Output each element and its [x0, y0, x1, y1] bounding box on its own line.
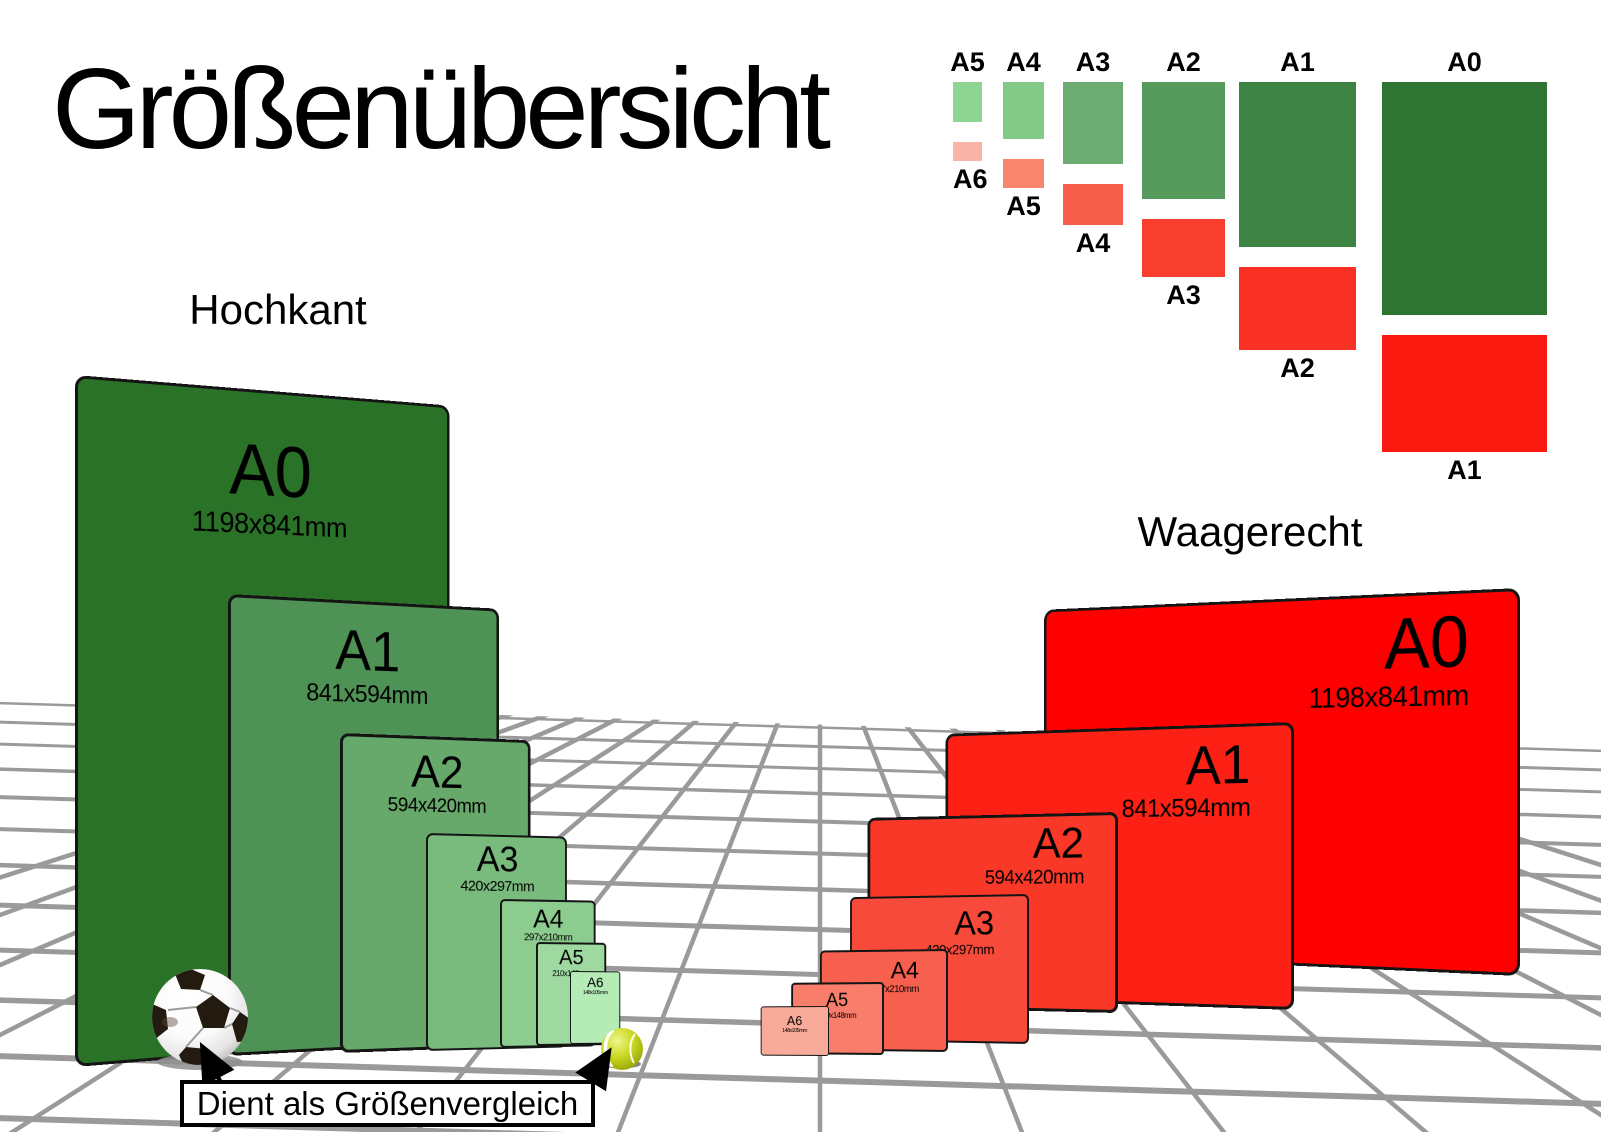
legend-portrait-label: A2 — [1166, 47, 1201, 77]
legend-landscape-swatch — [1003, 159, 1044, 188]
legend-landscape-swatch — [1382, 335, 1547, 452]
legend-column-a3: A3 A4 — [1063, 44, 1123, 259]
legend-portrait-swatch — [1239, 82, 1356, 247]
legend-portrait-swatch — [1063, 82, 1123, 164]
legend-portrait-swatch — [1142, 82, 1225, 199]
legend-portrait-label: A3 — [1075, 47, 1111, 77]
legend-portrait-label: A0 — [1447, 47, 1482, 77]
legend-portrait-swatch — [953, 82, 982, 122]
legend-landscape-swatch — [1239, 267, 1356, 350]
soccer-ball-icon — [152, 969, 248, 1065]
legend-landscape-label: A3 — [1166, 280, 1201, 310]
size-comparison-note-text: Dient als Größenvergleich — [196, 1084, 579, 1122]
size-comparison-note: Dient als Größenvergleich — [180, 1080, 595, 1127]
legend-column-a0: A0 A1 — [1382, 44, 1547, 486]
portrait-section-heading: Hochkant — [189, 286, 367, 333]
legend-landscape-label: A4 — [1075, 228, 1111, 258]
page-title: Größenübersicht — [52, 46, 831, 173]
legend-portrait-label: A4 — [1006, 47, 1041, 77]
legend-landscape-label: A6 — [953, 164, 988, 194]
legend-portrait-swatch — [1003, 82, 1044, 139]
legend-landscape-label: A1 — [1447, 455, 1482, 485]
legend-column-a2: A2 A3 — [1142, 44, 1225, 311]
legend-column-a5: A5 A6 — [950, 44, 988, 195]
legend-landscape-label: A5 — [1006, 191, 1041, 221]
legend-landscape-label: A2 — [1280, 353, 1315, 383]
legend-portrait-label: A1 — [1280, 47, 1315, 77]
legend-landscape-swatch — [953, 142, 982, 161]
legend-landscape-swatch — [1063, 184, 1123, 225]
legend-portrait-label: A5 — [950, 47, 985, 77]
legend-column-a4: A4 A5 — [1003, 44, 1044, 222]
legend-landscape-swatch — [1142, 219, 1225, 277]
legend-portrait-swatch — [1382, 82, 1547, 315]
landscape-section-heading: Waagerecht — [1137, 508, 1363, 555]
legend-column-a1: A1 A2 — [1239, 44, 1356, 384]
